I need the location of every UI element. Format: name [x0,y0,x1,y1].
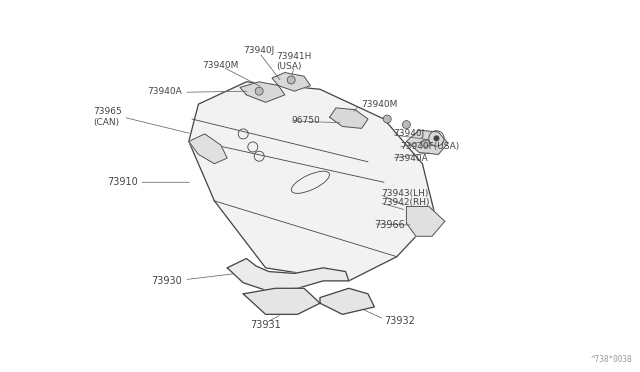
Polygon shape [320,288,374,314]
Text: 73940A: 73940A [394,154,428,163]
Polygon shape [227,259,349,290]
Text: 73940M: 73940M [203,61,239,70]
Polygon shape [240,82,285,102]
Text: 73930: 73930 [152,276,182,286]
Text: 73942(RH): 73942(RH) [381,198,429,207]
Text: 73932: 73932 [384,316,415,326]
Polygon shape [189,134,227,164]
Text: 73941H
(USA): 73941H (USA) [276,52,312,71]
Text: 73931: 73931 [250,321,281,330]
Text: 73966: 73966 [374,220,405,230]
Polygon shape [330,108,368,128]
Circle shape [383,115,391,123]
Circle shape [422,139,429,147]
Circle shape [434,136,439,141]
Text: 96750: 96750 [291,116,320,125]
Text: 73940M: 73940M [362,100,398,109]
Text: 73910: 73910 [107,177,138,187]
Text: 73940A: 73940A [148,87,182,96]
Text: ^738*0038: ^738*0038 [590,355,632,364]
Text: 73940J: 73940J [394,129,425,138]
Polygon shape [406,130,448,154]
Text: 73965
(CAN): 73965 (CAN) [93,108,122,127]
Text: 73940F(USA): 73940F(USA) [400,142,460,151]
Polygon shape [243,288,320,314]
Polygon shape [189,82,435,281]
Circle shape [255,87,263,95]
Circle shape [287,76,295,84]
Polygon shape [272,73,310,91]
Circle shape [403,121,410,129]
Text: 73940J: 73940J [244,46,275,55]
Polygon shape [406,206,445,236]
Text: 73943(LH): 73943(LH) [381,189,428,198]
